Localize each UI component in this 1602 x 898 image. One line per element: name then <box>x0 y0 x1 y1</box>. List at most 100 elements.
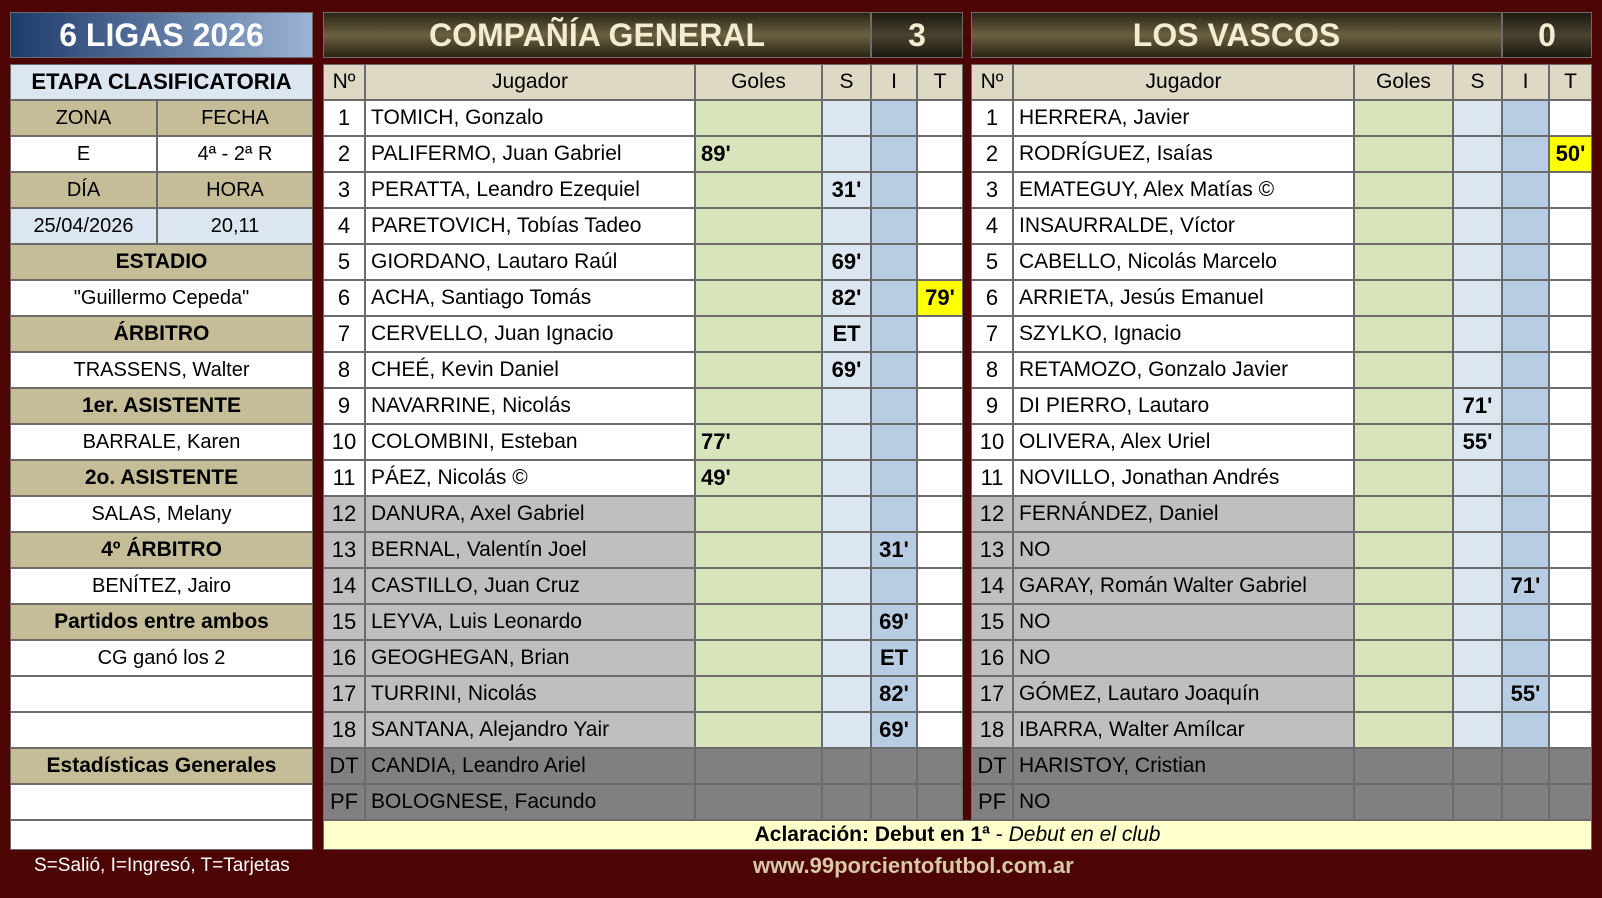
card <box>917 388 963 424</box>
card <box>1549 316 1592 352</box>
player-number: DT <box>971 748 1013 784</box>
substituted-out: 69' <box>822 352 871 388</box>
card <box>1549 496 1592 532</box>
substituted-out: ET <box>822 316 871 352</box>
substituted-out <box>822 136 871 172</box>
substituted-out <box>822 748 871 784</box>
substituted-out <box>1453 640 1502 676</box>
player-number: 13 <box>971 532 1013 568</box>
player-name: BOLOGNESE, Facundo <box>365 784 695 820</box>
substituted-out <box>1453 568 1502 604</box>
goal <box>695 532 822 568</box>
player-name: SANTANA, Alejandro Yair <box>365 712 695 748</box>
info-value: 4ª - 2ª R <box>157 136 313 172</box>
substituted-in <box>1502 784 1549 820</box>
note: Aclaración: Debut en 1ª - Debut en el cl… <box>323 820 1592 850</box>
player-number: DT <box>323 748 365 784</box>
note-italic: Debut en el club <box>1008 823 1161 846</box>
substituted-out <box>822 460 871 496</box>
substituted-out <box>822 568 871 604</box>
column-header: T <box>917 64 963 100</box>
goal: 77' <box>695 424 822 460</box>
info-label: FECHA <box>157 100 313 136</box>
goal <box>1354 244 1453 280</box>
player-name: ACHA, Santiago Tomás <box>365 280 695 316</box>
card <box>1549 424 1592 460</box>
card <box>917 712 963 748</box>
goal <box>1354 532 1453 568</box>
player-name: PÁEZ, Nicolás © <box>365 460 695 496</box>
player-number: 6 <box>323 280 365 316</box>
player-name: COLOMBINI, Esteban <box>365 424 695 460</box>
card <box>1549 172 1592 208</box>
goal <box>695 712 822 748</box>
card <box>1549 712 1592 748</box>
goal <box>1354 496 1453 532</box>
column-header: S <box>1453 64 1502 100</box>
player-name: GARAY, Román Walter Gabriel <box>1013 568 1354 604</box>
player-name: HARISTOY, Cristian <box>1013 748 1354 784</box>
substituted-out <box>1453 496 1502 532</box>
player-name: NO <box>1013 604 1354 640</box>
card <box>1549 388 1592 424</box>
player-name: GIORDANO, Lautaro Raúl <box>365 244 695 280</box>
official-value: BENÍTEZ, Jairo <box>10 568 313 604</box>
substituted-in <box>1502 100 1549 136</box>
substituted-in <box>1502 604 1549 640</box>
player-name: PARETOVICH, Tobías Tadeo <box>365 208 695 244</box>
goal <box>1354 424 1453 460</box>
substituted-out <box>1453 532 1502 568</box>
goal <box>695 316 822 352</box>
player-name: RETAMOZO, Gonzalo Javier <box>1013 352 1354 388</box>
player-name: CHEÉ, Kevin Daniel <box>365 352 695 388</box>
card <box>917 316 963 352</box>
goal <box>695 640 822 676</box>
player-number: 6 <box>971 280 1013 316</box>
substituted-out: 31' <box>822 172 871 208</box>
player-name: NOVILLO, Jonathan Andrés <box>1013 460 1354 496</box>
substituted-in: ET <box>871 640 917 676</box>
card <box>917 460 963 496</box>
goal <box>1354 352 1453 388</box>
card <box>917 496 963 532</box>
goal <box>695 244 822 280</box>
substituted-out <box>822 676 871 712</box>
player-name: RODRÍGUEZ, Isaías <box>1013 136 1354 172</box>
goal <box>695 388 822 424</box>
player-number: 17 <box>323 676 365 712</box>
substituted-in <box>1502 712 1549 748</box>
card <box>1549 676 1592 712</box>
goal: 49' <box>695 460 822 496</box>
player-number: 16 <box>323 640 365 676</box>
legend: S=Salió, I=Ingresó, T=Tarjetas <box>34 855 290 876</box>
substituted-in: 55' <box>1502 676 1549 712</box>
substituted-in <box>1502 532 1549 568</box>
card <box>1549 748 1592 784</box>
goal <box>1354 604 1453 640</box>
card <box>1549 568 1592 604</box>
info-label: DÍA <box>10 172 157 208</box>
substituted-out <box>1453 712 1502 748</box>
substituted-out: 69' <box>822 244 871 280</box>
player-number: 2 <box>323 136 365 172</box>
player-name: INSAURRALDE, Víctor <box>1013 208 1354 244</box>
substituted-in <box>1502 424 1549 460</box>
official-label: 2o. ASISTENTE <box>10 460 313 496</box>
player-number: 10 <box>971 424 1013 460</box>
player-number: 18 <box>971 712 1013 748</box>
player-name: NO <box>1013 640 1354 676</box>
info-label: ZONA <box>10 100 157 136</box>
official-value: CG ganó los 2 <box>10 640 313 676</box>
empty-row <box>10 820 313 850</box>
player-number: 1 <box>323 100 365 136</box>
card <box>1549 244 1592 280</box>
card <box>1549 208 1592 244</box>
info-value: E <box>10 136 157 172</box>
player-name: DANURA, Axel Gabriel <box>365 496 695 532</box>
official-label: ÁRBITRO <box>10 316 313 352</box>
substituted-in <box>1502 640 1549 676</box>
substituted-in: 71' <box>1502 568 1549 604</box>
goal <box>695 208 822 244</box>
goal <box>1354 136 1453 172</box>
substituted-out <box>1453 280 1502 316</box>
